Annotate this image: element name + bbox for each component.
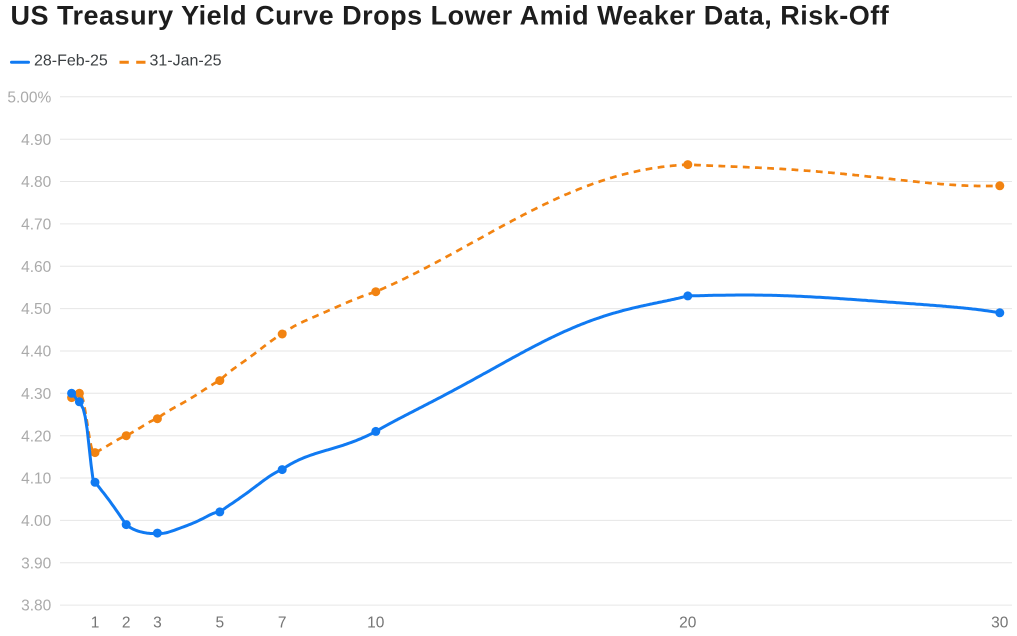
svg-text:4.60: 4.60	[21, 259, 52, 276]
svg-text:1: 1	[91, 615, 100, 632]
svg-text:20: 20	[679, 615, 697, 632]
svg-text:3.80: 3.80	[21, 598, 52, 615]
svg-text:4.00: 4.00	[21, 513, 52, 530]
svg-text:4.20: 4.20	[21, 428, 52, 445]
svg-text:31-Jan-25: 31-Jan-25	[150, 53, 222, 70]
svg-text:5.00%: 5.00%	[7, 89, 51, 106]
svg-text:5: 5	[215, 615, 224, 632]
svg-text:4.90: 4.90	[21, 132, 52, 149]
svg-text:US Treasury Yield Curve Drops: US Treasury Yield Curve Drops Lower Amid…	[11, 1, 890, 31]
svg-text:10: 10	[367, 615, 385, 632]
svg-text:4.50: 4.50	[21, 301, 52, 318]
svg-text:7: 7	[278, 615, 287, 632]
svg-text:4.30: 4.30	[21, 386, 52, 403]
svg-text:4.10: 4.10	[21, 471, 52, 488]
svg-text:4.40: 4.40	[21, 344, 52, 361]
svg-text:28-Feb-25: 28-Feb-25	[34, 53, 108, 70]
svg-text:4.70: 4.70	[21, 217, 52, 234]
svg-text:3: 3	[153, 615, 162, 632]
svg-text:3.90: 3.90	[21, 555, 52, 572]
svg-text:4.80: 4.80	[21, 174, 52, 191]
svg-text:30: 30	[991, 615, 1009, 632]
svg-text:2: 2	[122, 615, 131, 632]
